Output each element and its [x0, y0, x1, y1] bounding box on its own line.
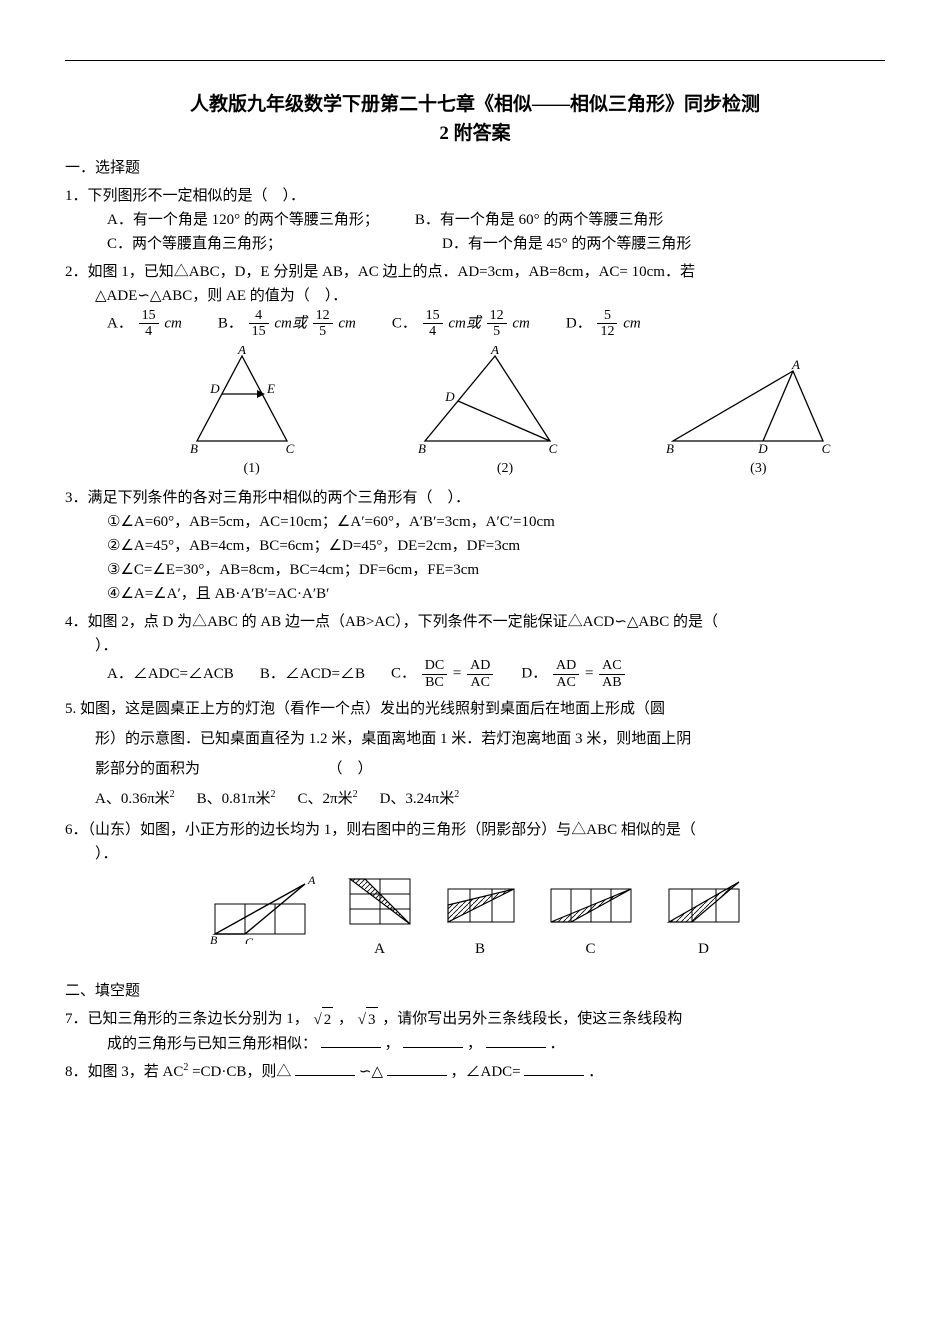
svg-text:B: B	[190, 441, 198, 456]
root-3: √3	[358, 1007, 378, 1032]
svg-text:A: A	[307, 874, 316, 887]
q3-line2: ②∠A=45°，AB=4cm，BC=6cm；∠D=45°，DE=2cm，DF=3…	[65, 534, 885, 558]
q6-fig-d: D	[664, 874, 744, 961]
svg-text:B: B	[210, 933, 218, 944]
svg-text:A: A	[791, 357, 800, 372]
fig-num-1: (1)	[125, 458, 378, 480]
question-8: 8．如图 3，若 AC2 =CD·CB，则△ ∽△ ，∠ADC= ．	[65, 1060, 885, 1084]
q6-figures: A B C A	[65, 874, 885, 961]
blank	[524, 1060, 584, 1076]
svg-text:C: C	[549, 441, 558, 456]
blank	[486, 1032, 546, 1048]
fig-num-2: (2)	[378, 458, 631, 480]
header-rule	[65, 60, 885, 61]
q2-opt-b: B． 415 cm或 125 cm	[218, 308, 356, 340]
svg-text:C: C	[285, 441, 294, 456]
svg-text:D: D	[758, 441, 769, 456]
q3-line1: ①∠A=60°，AB=5cm，AC=10cm；∠A′=60°，A′B′=3cm，…	[65, 510, 885, 534]
q2-opt-d: D． 512 cm	[566, 308, 641, 340]
question-4: 4．如图 2，点 D 为△ABC 的 AB 边一点（AB>AC），下列条件不一定…	[65, 610, 885, 690]
q1-opt-b: B．有一个角是 60° 的两个等腰三角形	[415, 208, 664, 232]
q5-opt-c: C、2π米2	[298, 784, 358, 814]
section-1-heading: 一．选择题	[65, 156, 885, 180]
q4-opt-b: B．∠ACD=∠B	[260, 662, 365, 686]
svg-text:A: A	[490, 346, 499, 357]
title-line1: 人教版九年级数学下册第二十七章《相似——相似三角形》同步检测	[65, 91, 885, 120]
q6-fig-a: A	[345, 874, 415, 961]
q2-opt-a: A． 154 cm	[107, 308, 182, 340]
question-5: 5. 如图，这是圆桌正上方的灯泡（看作一个点）发出的光线照射到桌面后在地面上形成…	[65, 694, 885, 814]
q5-opt-a: A、0.36π米2	[95, 784, 175, 814]
question-6: 6．（山东）如图，小正方形的边长均为 1，则右图中的三角形（阴影部分）与△ABC…	[65, 818, 885, 961]
blank	[295, 1060, 355, 1076]
q6-fig-ref: A B C	[207, 874, 317, 961]
q3-line4: ④∠A=∠A′，且 AB·A′B′=AC·A′B′	[65, 582, 885, 606]
q7-pre: 7．已知三角形的三条边长分别为 1，	[65, 1011, 309, 1027]
title-line2: 2 附答案	[65, 120, 885, 149]
q1-opt-c: C．两个等腰直角三角形；	[107, 232, 282, 256]
q4-opt-a: A．∠ADC=∠ACB	[107, 662, 234, 686]
q2-stem-b: △ADE∽△ABC，则 AE 的值为（ ）．	[65, 284, 885, 308]
q2-opt-c: C． 154 cm或 125 cm	[392, 308, 530, 340]
q7-l2: 成的三角形与已知三角形相似：	[107, 1036, 317, 1052]
q5-opt-d: D、3.24π米2	[380, 784, 460, 814]
q5-l2: 形）的示意图．已知桌面直径为 1.2 米，桌面离地面 1 米．若灯泡离地面 3 …	[65, 724, 885, 754]
svg-text:A: A	[237, 346, 246, 357]
q1-opt-d: D．有一个角是 45° 的两个等腰三角形	[442, 232, 691, 256]
question-3: 3．满足下列条件的各对三角形中相似的两个三角形有（ ）． ①∠A=60°，AB=…	[65, 486, 885, 606]
q5-opt-b: B、0.81π米2	[197, 784, 276, 814]
title: 人教版九年级数学下册第二十七章《相似——相似三角形》同步检测 2 附答案	[65, 91, 885, 148]
q5-l1: 5. 如图，这是圆桌正上方的灯泡（看作一个点）发出的光线照射到桌面后在地面上形成…	[65, 694, 885, 724]
svg-text:C: C	[822, 441, 831, 456]
q8-pre: 8．如图 3，若 AC	[65, 1064, 183, 1080]
q6-fig-c: C	[546, 874, 636, 961]
blank	[403, 1032, 463, 1048]
root-2: √2	[314, 1007, 334, 1032]
svg-text:B: B	[666, 441, 674, 456]
section-2-heading: 二、填空题	[65, 979, 885, 1003]
q5-l3: 影部分的面积为	[95, 761, 200, 777]
q3-line3: ③∠C=∠E=30°，AB=8cm，BC=4cm；DF=6cm，FE=3cm	[65, 558, 885, 582]
q6-fig-b: coordinate B	[443, 874, 518, 961]
q2-stem-a: 2．如图 1，已知△ABC，D，E 分别是 AB，AC 边上的点．AD=3cm，…	[65, 260, 885, 284]
blank	[387, 1060, 447, 1076]
question-1: 1．下列图形不一定相似的是（ ）． A．有一个角是 120° 的两个等腰三角形；…	[65, 184, 885, 256]
svg-text:E: E	[266, 381, 275, 396]
svg-text:C: C	[245, 935, 254, 944]
figure-1: A D E B C	[172, 346, 312, 456]
svg-text:B: B	[418, 441, 426, 456]
page: 人教版九年级数学下册第二十七章《相似——相似三角形》同步检测 2 附答案 一．选…	[0, 0, 950, 1128]
figure-2: A D B C	[405, 346, 565, 456]
figure-3: A B D C	[658, 356, 838, 456]
q3-stem: 3．满足下列条件的各对三角形中相似的两个三角形有（ ）．	[65, 486, 885, 510]
q5-paren: （ ）	[328, 761, 373, 777]
q1-opt-a: A．有一个角是 120° 的两个等腰三角形；	[107, 208, 379, 232]
q6-stem-a: 6．（山东）如图，小正方形的边长均为 1，则右图中的三角形（阴影部分）与△ABC…	[65, 818, 885, 842]
question-7: 7．已知三角形的三条边长分别为 1， √2 ， √3 ，请你写出另外三条线段长，…	[65, 1007, 885, 1056]
q6-stem-b: ）．	[65, 842, 885, 866]
q4-opt-d: D． ADAC = ACAB	[521, 658, 626, 690]
q2-figures: A D E B C A D B C A B D C	[125, 346, 885, 456]
q1-stem: 1．下列图形不一定相似的是（ ）．	[65, 184, 885, 208]
svg-text:D: D	[209, 381, 220, 396]
q4-stem-a: 4．如图 2，点 D 为△ABC 的 AB 边一点（AB>AC），下列条件不一定…	[65, 610, 885, 634]
question-2: 2．如图 1，已知△ABC，D，E 分别是 AB，AC 边上的点．AD=3cm，…	[65, 260, 885, 480]
blank	[321, 1032, 381, 1048]
q4-opt-c: C． DCBC = ADAC	[391, 658, 495, 690]
svg-text:D: D	[444, 389, 455, 404]
q4-stem-b: ）．	[65, 634, 885, 658]
fig-num-3: (3)	[632, 458, 885, 480]
